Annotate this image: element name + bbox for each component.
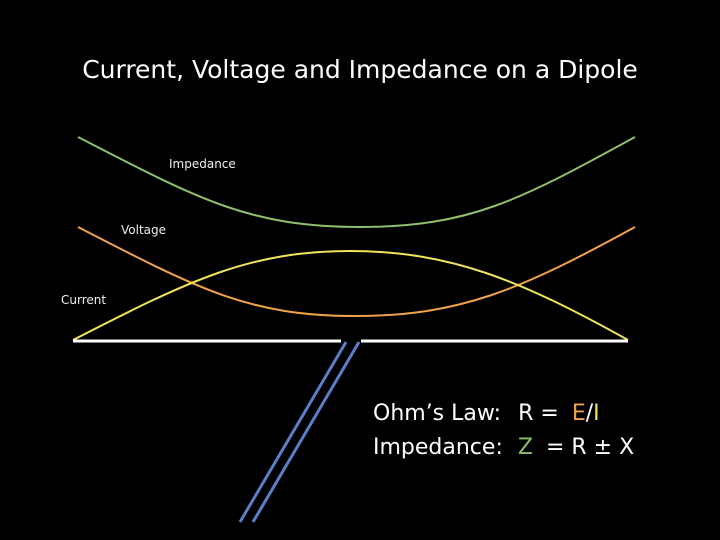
curve-label: Voltage <box>121 223 166 237</box>
formula-part: = R ± X <box>546 435 634 460</box>
formula-part: I <box>593 401 600 426</box>
voltage-curve <box>77 226 636 318</box>
formula: Impedance: Z = R ± X <box>373 435 634 460</box>
current-curve <box>72 249 629 341</box>
formula-part: / <box>586 401 594 426</box>
slide-title: Current, Voltage and Impedance on a Dipo… <box>82 55 638 84</box>
feedline <box>251 341 361 523</box>
feedline <box>238 341 348 523</box>
formula-part: R = <box>518 401 559 426</box>
impedance-curve <box>77 136 636 229</box>
formula-part: Z <box>518 435 533 460</box>
formula-label: Ohm’s Law: <box>373 401 501 426</box>
formula-part: E <box>572 401 586 426</box>
curve-label: Impedance <box>169 157 236 171</box>
formula: Ohm’s Law: R = E/I <box>373 401 600 426</box>
formula-label: Impedance: <box>373 435 503 460</box>
curve-label: Current <box>61 293 106 307</box>
